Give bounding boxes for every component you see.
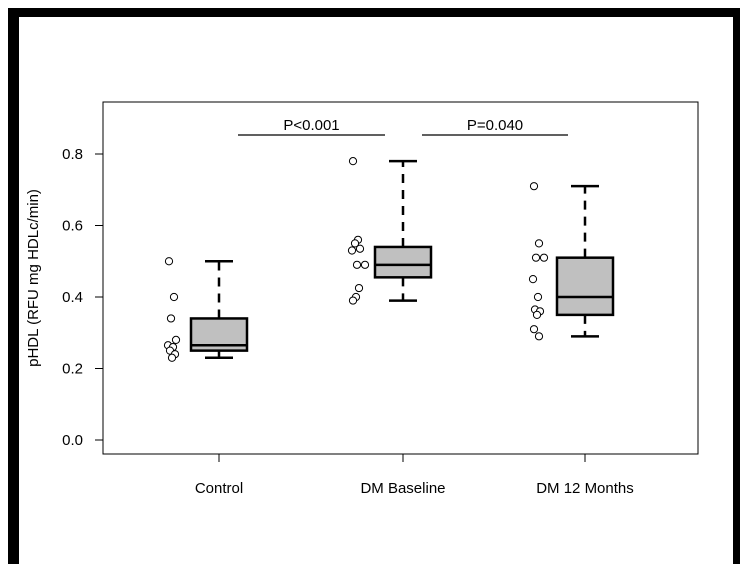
y-tick-label: 0.6 — [62, 218, 83, 235]
data-point — [531, 253, 541, 262]
data-point — [528, 275, 538, 284]
x-tick-label: Control — [195, 480, 243, 497]
significance-annotations: P<0.001 P=0.040 — [238, 117, 568, 136]
data-point — [354, 283, 364, 293]
data-point — [348, 157, 358, 166]
data-point — [532, 310, 542, 319]
y-axis-ticks: 0.0 0.2 0.4 0.6 0.8 — [62, 146, 103, 449]
boxplot-control — [189, 260, 249, 360]
data-point — [529, 182, 539, 191]
data-point — [348, 296, 358, 305]
frame-border-right — [733, 8, 740, 564]
boxplot-dm-12-months — [555, 184, 615, 338]
data-point — [350, 239, 360, 248]
data-point — [533, 292, 543, 302]
data-point — [529, 325, 539, 334]
data-point — [171, 335, 181, 344]
x-tick-label: DM 12 Months — [536, 480, 634, 497]
data-point — [355, 244, 365, 253]
data-point — [166, 314, 176, 323]
significance-label: P=0.040 — [467, 117, 523, 134]
data-point — [164, 257, 174, 266]
y-tick-label: 0.4 — [62, 289, 83, 306]
y-axis-label: pHDL (RFU mg HDLc/min) — [25, 189, 42, 367]
data-point — [347, 246, 357, 255]
significance-label: P<0.001 — [283, 117, 339, 134]
data-point — [534, 239, 544, 248]
data-point — [360, 260, 370, 269]
frame-border-top — [8, 8, 740, 17]
data-point — [167, 353, 177, 362]
boxplot-dm-baseline — [373, 159, 433, 302]
data-points — [163, 157, 549, 362]
box-iqr — [555, 256, 615, 317]
y-tick-label: 0.0 — [62, 432, 83, 449]
y-tick-label: 0.8 — [62, 146, 83, 163]
data-point — [169, 292, 179, 302]
frame-border-left — [8, 8, 19, 564]
box-iqr — [373, 245, 433, 279]
data-point — [352, 260, 362, 269]
y-tick-label: 0.2 — [62, 361, 83, 378]
data-point — [539, 253, 549, 262]
boxplots — [189, 159, 615, 360]
data-point — [534, 332, 544, 341]
x-tick-label: DM Baseline — [360, 480, 445, 497]
x-axis-ticks: Control DM Baseline DM 12 Months — [195, 454, 634, 497]
